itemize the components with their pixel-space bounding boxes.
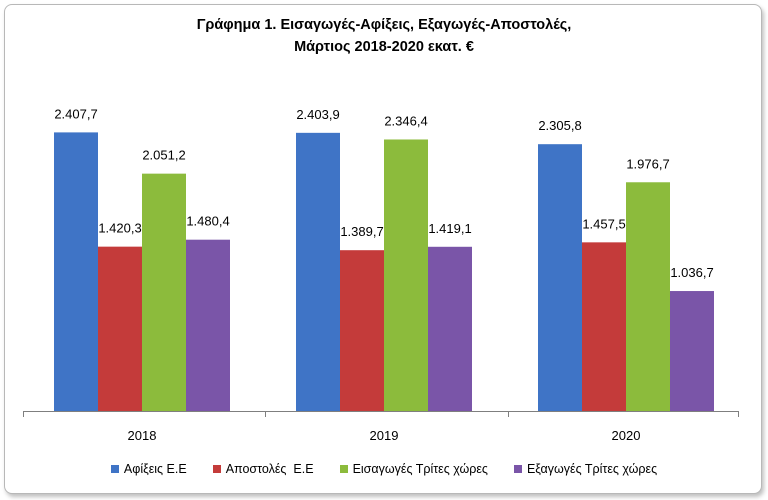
bar-4-2018	[186, 239, 230, 411]
data-label-2-2018: 1.420,3	[98, 221, 141, 236]
chart-legend: Αφίξεις Ε.Ε Αποστολές Ε.Ε Εισαγωγές Τρίτες…	[0, 459, 768, 479]
chart-title: Γράφημα 1. Εισαγωγές-Αφίξεις, Εξαγωγές-Α…	[0, 14, 768, 58]
bar-3-2019	[384, 139, 428, 411]
bar-1-2019	[296, 132, 340, 412]
data-label-1-2018: 2.407,7	[54, 106, 97, 121]
data-label-4-2020: 1.036,7	[670, 265, 713, 280]
data-label-1-2019: 2.403,9	[296, 107, 339, 122]
legend-swatch-1	[110, 465, 119, 473]
x-tick-label-2018: 2018	[128, 428, 157, 443]
legend-swatch-2	[212, 465, 221, 473]
legend-item-4: Εξαγωγές Τρίτες χώρες	[513, 462, 658, 476]
chart-title-line-1: Γράφημα 1. Εισαγωγές-Αφίξεις, Εξαγωγές-Α…	[196, 17, 572, 33]
bar-2-2020	[582, 242, 626, 411]
bar-3-2018	[142, 173, 186, 411]
legend-label-4: Εξαγωγές Τρίτες χώρες	[526, 462, 658, 476]
legend-swatch-3	[339, 465, 348, 473]
x-tick-label-2020: 2020	[612, 428, 641, 443]
data-label-2-2020: 1.457,5	[582, 216, 625, 231]
data-label-2-2019: 1.389,7	[340, 224, 383, 239]
legend-swatch-4	[513, 465, 522, 473]
legend-label-3: Εισαγωγές Τρίτες χώρες	[352, 462, 488, 476]
bar-2-2018	[98, 246, 142, 411]
data-label-3-2019: 2.346,4	[384, 113, 427, 128]
data-label-4-2019: 1.419,1	[428, 221, 471, 236]
bar-2-2019	[340, 250, 384, 411]
data-label-4-2018: 1.480,4	[186, 214, 229, 229]
legend-item-2: Αποστολές Ε.Ε	[212, 462, 314, 476]
legend-item-3: Εισαγωγές Τρίτες χώρες	[339, 462, 488, 476]
bar-4-2019	[428, 246, 472, 411]
data-label-3-2020: 1.976,7	[626, 156, 669, 171]
legend-item-1: Αφίξεις Ε.Ε	[110, 462, 187, 476]
bar-3-2020	[626, 182, 670, 411]
data-label-1-2020: 2.305,8	[538, 118, 581, 133]
bar-1-2018	[54, 132, 98, 411]
x-tick-label-2019: 2019	[370, 428, 399, 443]
bar-4-2020	[670, 291, 714, 411]
chart-title-line-2: Μάρτιος 2018-2020 εκατ. €	[294, 39, 474, 55]
bar-1-2020	[538, 144, 582, 411]
legend-label-1: Αφίξεις Ε.Ε	[123, 462, 187, 476]
data-label-3-2018: 2.051,2	[142, 148, 185, 163]
legend-label-2: Αποστολές Ε.Ε	[225, 462, 314, 476]
